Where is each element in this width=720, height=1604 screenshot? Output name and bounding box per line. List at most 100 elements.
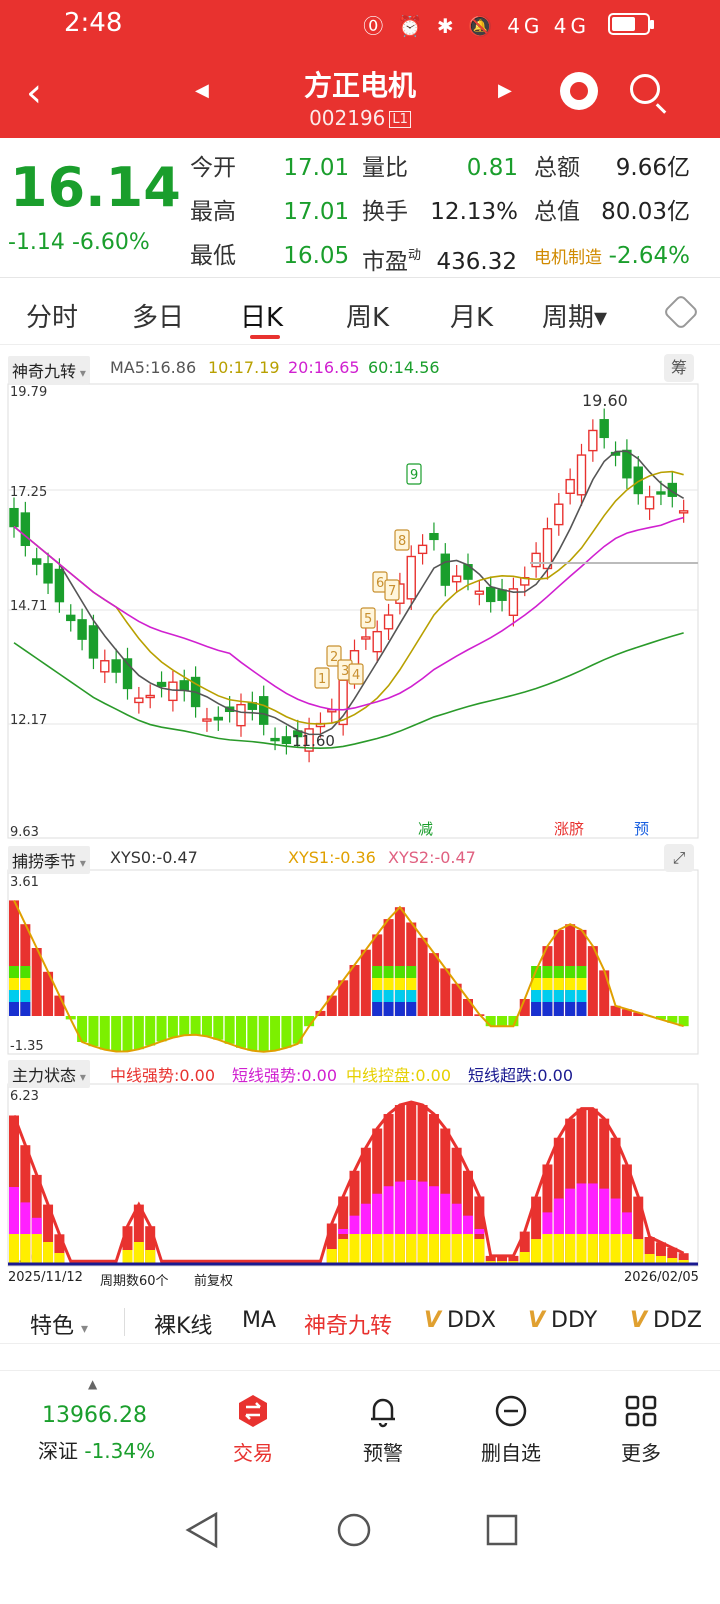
tab-multiday[interactable]: 多日	[132, 303, 185, 333]
nav-more[interactable]: 更多	[596, 1393, 686, 1466]
ind2-yellow-0	[9, 1234, 19, 1264]
ind1-stack-blue-50	[576, 1002, 587, 1016]
ind1-bar-19	[224, 1016, 235, 1044]
ind1-stack-yellow-46	[531, 978, 542, 990]
ind1-bar-26	[304, 1016, 315, 1027]
ind1-bar-8	[99, 1016, 110, 1050]
grid-icon	[625, 1395, 657, 1427]
ind1-stack-yellow-34	[394, 978, 405, 990]
ind2-magenta-33	[383, 1186, 394, 1234]
active-tab-indicator	[250, 335, 280, 339]
ind2-yellow-39	[451, 1234, 462, 1264]
nav-alert[interactable]: 预警	[338, 1393, 428, 1466]
candle-body-32	[372, 630, 382, 653]
ind1-stack-yellow-35	[406, 978, 417, 990]
tab-timeshare[interactable]: 分时	[26, 303, 79, 333]
marker-limitup: 涨脐	[554, 820, 584, 838]
ind2-magenta-54	[621, 1212, 632, 1234]
ind1-bar-11	[133, 1016, 144, 1050]
candle-body-59	[678, 510, 689, 514]
kline-frame	[7, 383, 699, 839]
index-info[interactable]: 深证 -1.34%	[38, 1439, 156, 1463]
chart-area[interactable]: 19.79 17.25 14.71 12.17 9.63 19.60 11.60 1 2 3 4 5 6…	[0, 348, 720, 1292]
candle-body-18	[213, 716, 224, 721]
candle-body-48	[554, 503, 564, 526]
ma5-line	[13, 450, 685, 736]
ind2-magenta-47	[542, 1212, 553, 1234]
ind2-frame	[7, 1083, 699, 1267]
chips-button[interactable]: 筹	[664, 354, 694, 382]
nine-turn-number-5: 5	[364, 612, 372, 627]
ind2-yellow-51	[587, 1234, 598, 1264]
ind1-stack-cyan-32	[372, 990, 383, 1002]
indicator-ddz[interactable]: V DDZ	[630, 1308, 702, 1333]
ind1-stack-green-32	[372, 966, 383, 978]
tab-period[interactable]: 周期▾	[542, 303, 608, 333]
expand-up-icon[interactable]: ▲	[88, 1377, 98, 1391]
back-icon[interactable]: ‹	[26, 70, 42, 116]
status-bar: 2:48 ⓪ ⏰ ✱ 🔕 4G 4G	[0, 0, 720, 50]
next-stock-icon[interactable]: ▶	[498, 80, 512, 101]
ind2-yellow-58	[667, 1258, 678, 1264]
ind1-stack-cyan-34	[394, 990, 405, 1002]
date-start: 2025/11/12	[8, 1270, 83, 1285]
ind1-select[interactable]: 捕捞季节	[8, 846, 90, 874]
feature-dropdown[interactable]: 特色 ▾	[30, 1314, 89, 1339]
nav-remove-watchlist[interactable]: 删自选	[466, 1393, 556, 1466]
settings-icon[interactable]	[662, 293, 700, 331]
candle-body-15	[179, 680, 189, 692]
system-back-icon[interactable]	[185, 1511, 218, 1549]
ind2-magenta-35	[406, 1180, 417, 1234]
ind2-yellow-47	[542, 1234, 553, 1264]
expand-icon[interactable]: ⤢	[664, 844, 694, 872]
prev-stock-icon[interactable]: ◀	[195, 80, 209, 101]
index-value[interactable]: 13966.28	[42, 1403, 147, 1428]
indicator-ddy[interactable]: V DDY	[528, 1308, 598, 1333]
indicator-magic-nine[interactable]: 神奇九转	[304, 1314, 393, 1339]
price-change: -1.14 -6.60%	[8, 230, 150, 255]
ind2-yellow-46	[531, 1239, 542, 1264]
candle-body-7	[88, 625, 99, 659]
nine-turn-number-8: 8	[398, 534, 406, 549]
ind1-stack-blue-48	[553, 1002, 564, 1016]
ind1-bar-28	[326, 995, 337, 1016]
assistant-icon[interactable]	[560, 72, 598, 110]
ind2-select[interactable]: 主力状态	[8, 1060, 90, 1088]
candle-body-35	[406, 555, 416, 600]
ind1-stack-blue-0	[9, 1002, 19, 1016]
indicator-ddx[interactable]: V DDX	[424, 1308, 496, 1333]
ind1-bar-2	[31, 948, 42, 1016]
y-label-bottom: 9.63	[10, 825, 39, 840]
kline-indicator-select[interactable]: 神奇九转	[8, 356, 90, 384]
y-label-2: 14.71	[10, 599, 47, 614]
candle-body-4	[54, 568, 65, 603]
candle-body-53	[610, 451, 621, 456]
ind2-yellow-37	[428, 1234, 439, 1264]
system-home-icon[interactable]	[337, 1513, 371, 1547]
search-icon[interactable]	[630, 74, 660, 104]
ind1-bar-53	[610, 1005, 621, 1016]
nine-turn-number-7: 7	[388, 584, 396, 599]
candle-body-58	[667, 482, 677, 497]
nav-trade[interactable]: 交易	[208, 1393, 298, 1466]
system-recents-icon[interactable]	[486, 1514, 518, 1546]
tab-daily-k[interactable]: 日K	[240, 303, 284, 333]
ind1-bar-43	[497, 1016, 508, 1027]
low-price-label: 11.60	[292, 732, 335, 750]
tab-monthly-k[interactable]: 月K	[450, 303, 494, 333]
ind1-stack-yellow-32	[372, 978, 383, 990]
indicator-naked-k[interactable]: 裸K线	[154, 1314, 213, 1339]
indicator-ma[interactable]: MA	[242, 1308, 277, 1333]
ind2-magenta-51	[587, 1183, 598, 1234]
ind2-magenta-1	[20, 1202, 31, 1234]
candle-body-52	[599, 419, 609, 439]
ind2-bar-3	[43, 1204, 54, 1264]
candle-body-2	[32, 558, 42, 565]
tab-weekly-k[interactable]: 周K	[346, 303, 390, 333]
candle-body-11	[134, 697, 144, 704]
ind2-bar-59	[678, 1253, 689, 1264]
ind1-bar-45	[519, 999, 530, 1016]
ind1-stack-blue-1	[20, 1002, 31, 1016]
candle-body-36	[417, 544, 428, 555]
ind1-stack-yellow-0	[9, 978, 19, 990]
